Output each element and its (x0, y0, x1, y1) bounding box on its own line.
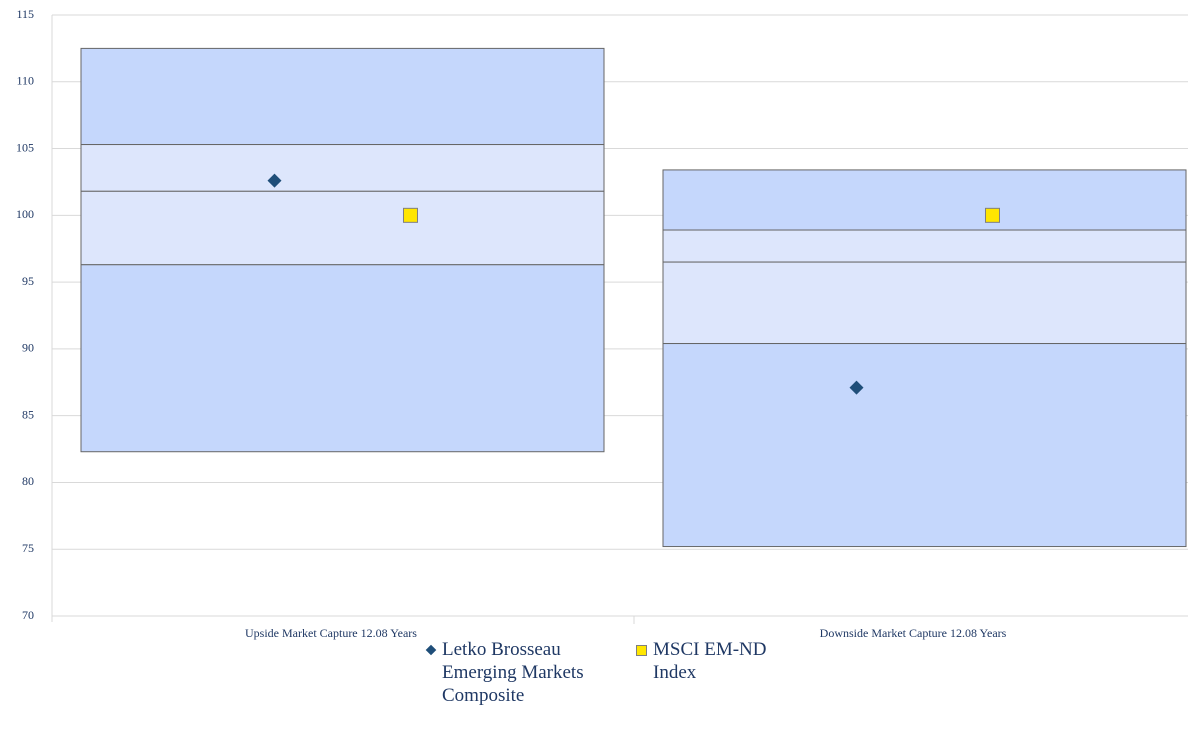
y-tick-label: 105 (16, 140, 34, 154)
y-tick-label: 80 (22, 474, 34, 488)
legend-item: Letko Brosseau Emerging Markets Composit… (425, 638, 612, 707)
y-tick-label: 75 (22, 541, 34, 555)
box-segment (80, 47, 605, 146)
y-tick-label: 95 (22, 274, 34, 288)
y-tick-label: 100 (16, 207, 34, 221)
legend-swatch (636, 645, 647, 656)
box-segment (80, 264, 605, 453)
marker (267, 173, 282, 188)
legend-item: MSCI EM-ND Index (636, 638, 793, 707)
box-segment (662, 343, 1187, 548)
legend: Letko Brosseau Emerging Markets Composit… (425, 638, 793, 707)
y-tick-label: 85 (22, 407, 34, 421)
marker (402, 207, 418, 223)
y-tick-label: 90 (22, 341, 34, 355)
y-tick-label: 115 (16, 7, 34, 21)
box-segment (662, 229, 1187, 263)
legend-label: MSCI EM-ND Index (653, 639, 767, 683)
box-segment (662, 261, 1187, 345)
y-tick-label: 110 (16, 74, 34, 88)
legend-swatch (425, 644, 437, 656)
marker (849, 380, 864, 395)
chart: 70 75 80 85 90 95 100 105 110 115 Upside Market Ca… (16, 7, 1188, 640)
x-tick-label: Upside Market Capture 12.08 Years (245, 626, 417, 640)
y-tick-label: 70 (22, 608, 34, 622)
box-segment (80, 144, 605, 192)
box-segment (80, 190, 605, 266)
marker (984, 207, 1000, 223)
x-tick-label: Downside Market Capture 12.08 Years (820, 626, 1007, 640)
box-segment (662, 169, 1187, 231)
legend-label: Letko Brosseau Emerging Markets Composit… (442, 639, 584, 706)
